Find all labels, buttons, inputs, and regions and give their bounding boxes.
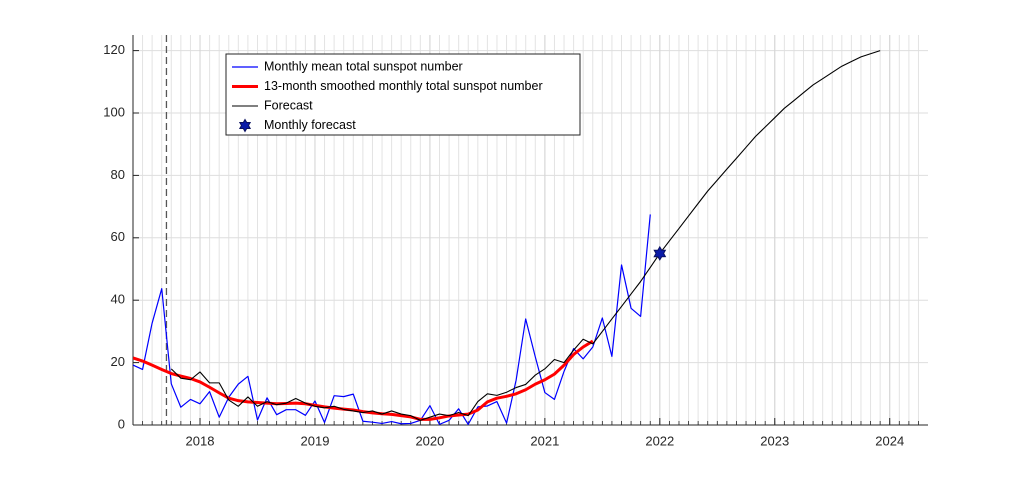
- x-tick-label: 2023: [760, 433, 789, 448]
- y-tick-label: 120: [103, 42, 125, 57]
- x-tick-label: 2021: [530, 433, 559, 448]
- series-line: [133, 339, 594, 421]
- y-tick-label: 100: [103, 104, 125, 119]
- legend-box: [225, 53, 581, 136]
- x-tick-label: 2020: [415, 433, 444, 448]
- legend-label: 13-month smoothed monthly total sunspot …: [264, 79, 543, 93]
- legend-marker: [238, 118, 252, 133]
- legend: Monthly mean total sunspot number 13-mont…: [225, 53, 581, 136]
- x-tick-label: 2018: [186, 433, 215, 448]
- y-tick-label: 60: [111, 229, 125, 244]
- legend-label: Forecast: [264, 98, 313, 112]
- series-line: [133, 214, 651, 425]
- forecast-marker: [653, 245, 667, 261]
- y-tick-label: 20: [111, 354, 125, 369]
- y-tick-label: 80: [111, 167, 125, 182]
- x-tick-label: 2024: [875, 433, 904, 448]
- legend-label: Monthly mean total sunspot number: [264, 59, 463, 73]
- x-tick-label: 2022: [645, 433, 674, 448]
- x-tick-label: 2019: [301, 433, 330, 448]
- y-tick-label: 40: [111, 292, 125, 307]
- series-line: [170, 50, 881, 421]
- y-tick-label: 0: [118, 416, 125, 431]
- legend-label: Monthly forecast: [264, 118, 356, 132]
